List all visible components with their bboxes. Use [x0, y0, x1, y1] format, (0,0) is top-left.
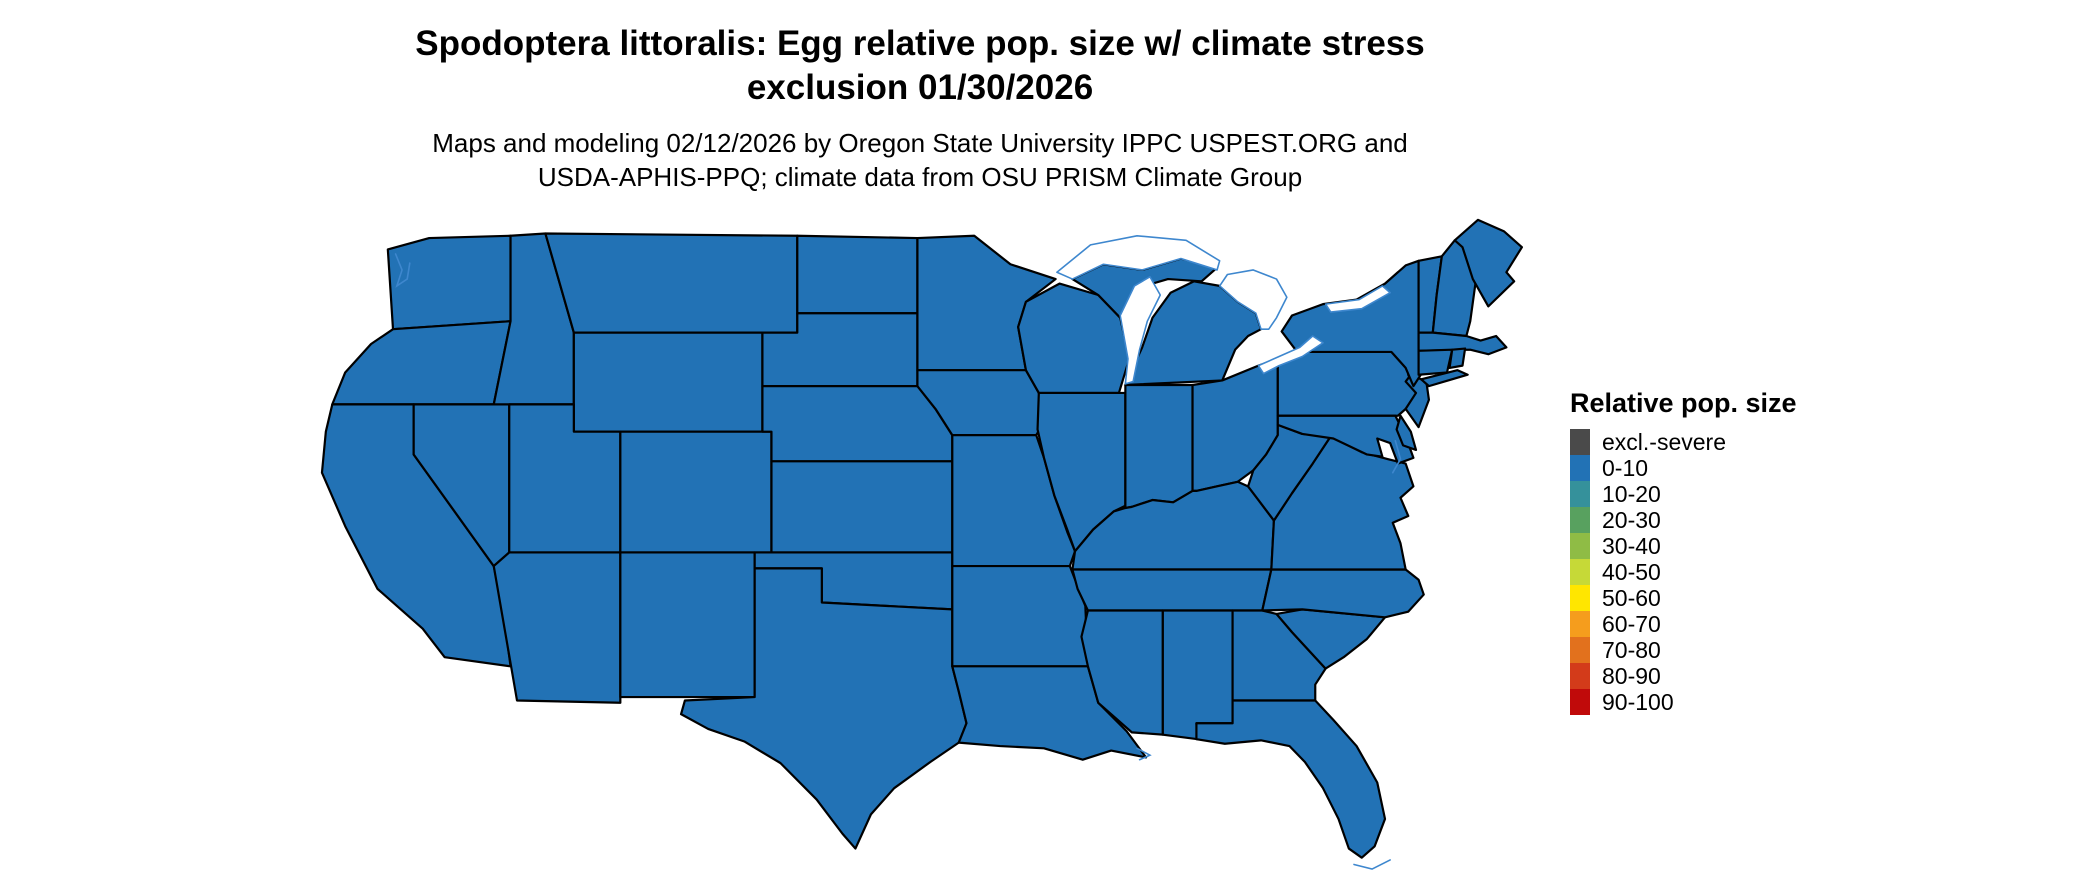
legend-swatch — [1570, 637, 1590, 663]
state-north-dakota — [797, 236, 917, 313]
legend-label: 40-50 — [1602, 558, 1661, 585]
state-connecticut — [1419, 350, 1453, 375]
state-arizona — [494, 552, 621, 702]
state-montana — [545, 234, 797, 333]
legend-entry: 50-60 — [1570, 585, 1797, 611]
state-colorado — [620, 432, 771, 553]
legend-entry: 20-30 — [1570, 507, 1797, 533]
florida-keys-water-line — [1354, 860, 1390, 869]
title-block: Spodoptera littoralis: Egg relative pop.… — [300, 22, 1540, 194]
legend-swatch — [1570, 429, 1590, 455]
legend-label: 60-70 — [1602, 610, 1661, 637]
map-subtitle-line1: Maps and modeling 02/12/2026 by Oregon S… — [432, 128, 1408, 158]
legend-entry: 70-80 — [1570, 637, 1797, 663]
legend-label: 80-90 — [1602, 662, 1661, 689]
state-florida — [1196, 700, 1385, 857]
state-alabama — [1163, 611, 1233, 740]
legend-swatch — [1570, 559, 1590, 585]
legend-label: 50-60 — [1602, 584, 1661, 611]
legend-swatch — [1570, 611, 1590, 637]
state-nebraska — [762, 386, 952, 461]
us-choropleth-map — [300, 213, 1540, 885]
state-delaware — [1397, 416, 1416, 450]
legend: Relative pop. size excl.-severe 0-10 10-20… — [1570, 388, 1797, 715]
map-subtitle-line2: USDA-APHIS-PPQ; climate data from OSU PR… — [537, 162, 1303, 192]
legend-swatch — [1570, 663, 1590, 689]
state-pennsylvania — [1278, 352, 1419, 416]
map-title-line1: Spodoptera littoralis: Egg relative pop.… — [415, 24, 1425, 63]
state-new-mexico — [620, 552, 754, 697]
legend-entry: 90-100 — [1570, 689, 1797, 715]
legend-swatch — [1570, 507, 1590, 533]
state-rhode-island — [1450, 349, 1466, 368]
legend-entry: 30-40 — [1570, 533, 1797, 559]
legend-label: excl.-severe — [1602, 428, 1726, 455]
legend-entry: 0-10 — [1570, 455, 1797, 481]
legend-label: 30-40 — [1602, 532, 1661, 559]
state-kansas — [771, 461, 952, 552]
mississippi-delta-water-line — [1137, 748, 1150, 759]
legend-label: 10-20 — [1602, 480, 1661, 507]
state-wyoming — [574, 333, 763, 432]
state-arkansas — [952, 566, 1088, 666]
lake-ontario — [1326, 286, 1391, 312]
map-title-line2: exclusion 01/30/2026 — [746, 68, 1094, 107]
state-maine — [1455, 220, 1522, 307]
legend-entry: 10-20 — [1570, 481, 1797, 507]
legend-label: 90-100 — [1602, 688, 1674, 715]
legend-entry: 60-70 — [1570, 611, 1797, 637]
puget-sound-water-line — [396, 254, 410, 286]
lake-michigan — [1120, 277, 1160, 384]
legend-entry: excl.-severe — [1570, 429, 1797, 455]
lake-huron — [1220, 270, 1287, 329]
lake-erie — [1258, 336, 1323, 374]
legend-label: 20-30 — [1602, 506, 1661, 533]
legend-swatch — [1570, 455, 1590, 481]
chesapeake-bay-water-line — [1393, 441, 1401, 473]
legend-entry: 80-90 — [1570, 663, 1797, 689]
state-tennessee — [1072, 570, 1271, 611]
legend-swatch — [1570, 533, 1590, 559]
legend-entries: excl.-severe 0-10 10-20 20-30 30-40 40-50 50-6… — [1570, 429, 1797, 715]
state-north-carolina — [1262, 570, 1423, 618]
legend-swatch — [1570, 585, 1590, 611]
legend-title: Relative pop. size — [1570, 388, 1797, 418]
lake-superior — [1057, 236, 1220, 279]
legend-label: 0-10 — [1602, 454, 1649, 481]
state-oregon — [332, 321, 510, 404]
state-indiana — [1125, 385, 1192, 508]
legend-entry: 40-50 — [1570, 559, 1797, 585]
subtitle-block: Maps and modeling 02/12/2026 by Oregon S… — [300, 126, 1540, 194]
legend-label: 70-80 — [1602, 636, 1661, 663]
legend-swatch — [1570, 481, 1590, 507]
state-washington — [388, 236, 511, 329]
legend-swatch — [1570, 689, 1590, 715]
